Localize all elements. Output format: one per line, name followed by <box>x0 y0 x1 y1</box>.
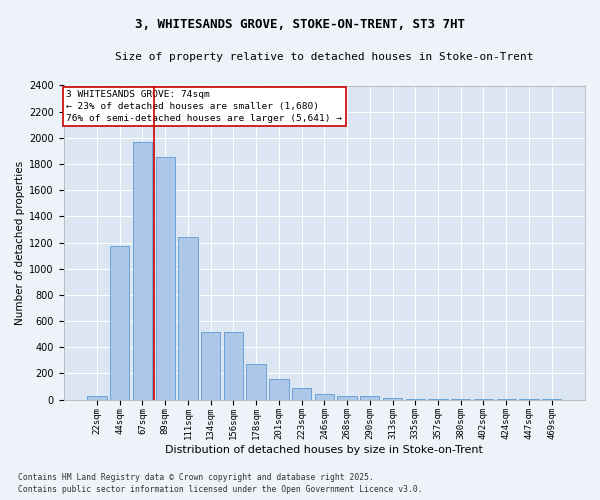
Bar <box>178 238 197 400</box>
Bar <box>88 396 107 400</box>
Text: Contains HM Land Registry data © Crown copyright and database right 2025.
Contai: Contains HM Land Registry data © Crown c… <box>18 473 422 494</box>
Title: Size of property relative to detached houses in Stoke-on-Trent: Size of property relative to detached ho… <box>115 52 533 62</box>
Bar <box>428 399 448 400</box>
Bar <box>406 399 425 400</box>
Bar <box>201 332 220 400</box>
Text: 3, WHITESANDS GROVE, STOKE-ON-TRENT, ST3 7HT: 3, WHITESANDS GROVE, STOKE-ON-TRENT, ST3… <box>135 18 465 30</box>
Bar <box>155 158 175 400</box>
Bar <box>110 246 130 400</box>
X-axis label: Distribution of detached houses by size in Stoke-on-Trent: Distribution of detached houses by size … <box>166 445 483 455</box>
Bar <box>247 364 266 400</box>
Y-axis label: Number of detached properties: Number of detached properties <box>15 160 25 324</box>
Bar <box>269 380 289 400</box>
Bar <box>337 396 357 400</box>
Bar <box>224 332 243 400</box>
Text: 3 WHITESANDS GROVE: 74sqm
← 23% of detached houses are smaller (1,680)
76% of se: 3 WHITESANDS GROVE: 74sqm ← 23% of detac… <box>66 90 342 123</box>
Bar <box>383 398 402 400</box>
Bar <box>133 142 152 400</box>
Bar <box>314 394 334 400</box>
Bar <box>360 396 379 400</box>
Bar <box>292 388 311 400</box>
